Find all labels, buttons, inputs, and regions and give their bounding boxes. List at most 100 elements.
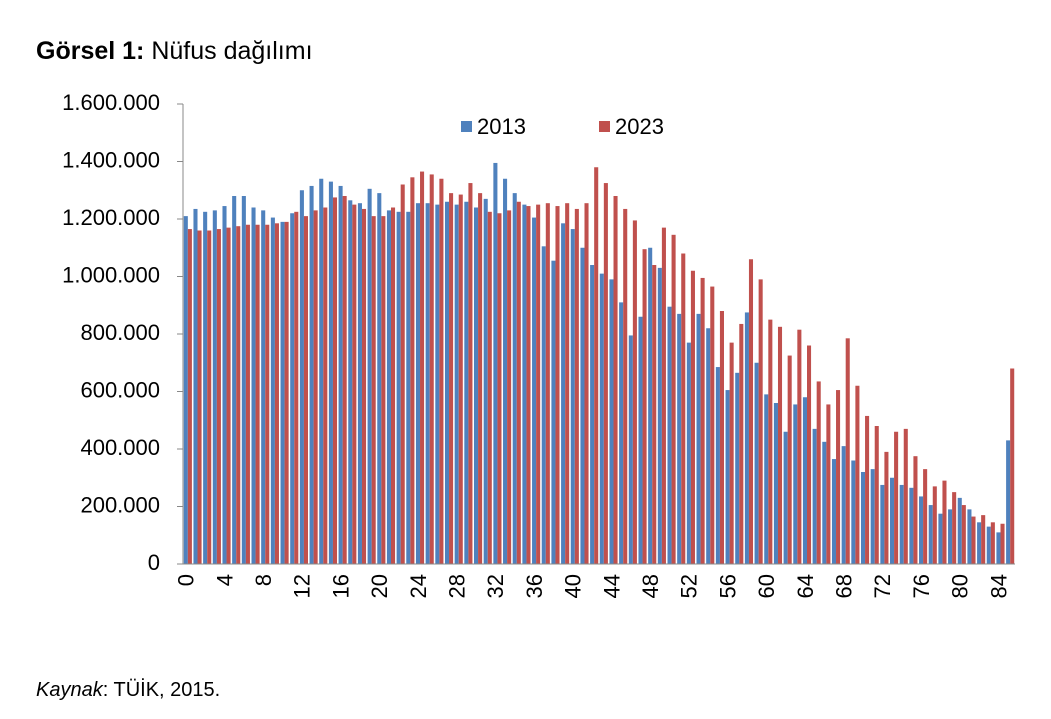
title-prefix: Görsel 1:	[36, 37, 144, 65]
bar	[942, 480, 947, 564]
bar	[594, 167, 599, 564]
bar	[532, 217, 537, 564]
bar	[884, 451, 889, 564]
bar	[483, 198, 488, 564]
x-tick-label: 48	[638, 574, 663, 598]
bar	[603, 183, 608, 564]
bar	[367, 188, 372, 564]
bar	[758, 279, 763, 564]
bar	[667, 306, 672, 564]
bar	[255, 224, 260, 564]
bar	[899, 484, 904, 564]
bar	[270, 217, 275, 564]
bar	[193, 208, 198, 564]
bar	[420, 171, 425, 564]
bar	[841, 446, 846, 564]
bar	[628, 335, 633, 564]
bar	[512, 193, 517, 564]
bar	[797, 329, 802, 564]
x-tick-label: 24	[406, 574, 431, 598]
bar	[909, 487, 914, 564]
bar	[754, 362, 759, 564]
bar	[526, 206, 531, 564]
bar	[777, 326, 783, 564]
bar	[280, 221, 285, 564]
bar	[338, 185, 343, 564]
bar	[332, 197, 338, 564]
bar	[880, 484, 885, 564]
bar	[735, 372, 740, 564]
bar	[439, 178, 444, 564]
bar	[773, 403, 778, 564]
x-tick-label: 16	[328, 574, 353, 598]
bar	[551, 260, 556, 564]
bar	[807, 345, 812, 564]
bar	[468, 183, 473, 564]
bar	[948, 509, 953, 564]
source-label: Kaynak	[36, 679, 104, 701]
legend-label: 2023	[615, 114, 664, 139]
chart-title: Görsel 1: Nüfus dağılımı	[36, 37, 313, 65]
bar	[313, 210, 318, 564]
bar	[874, 426, 879, 564]
x-tick-label: 40	[561, 574, 586, 598]
bar	[516, 201, 521, 564]
bar	[319, 178, 324, 564]
bar	[361, 208, 367, 564]
bar	[787, 355, 792, 564]
bar	[981, 515, 986, 564]
bar	[793, 404, 798, 564]
bar	[183, 216, 188, 564]
bar	[677, 313, 682, 564]
bar	[923, 469, 928, 564]
bar	[967, 509, 972, 564]
bar	[986, 526, 991, 564]
x-tick-label: 60	[754, 574, 779, 598]
bar	[836, 390, 841, 564]
bar	[932, 486, 937, 564]
bar	[1000, 523, 1005, 564]
bar	[623, 208, 628, 564]
x-tick-label: 76	[909, 574, 934, 598]
bar	[425, 203, 430, 564]
x-tick-label: 12	[290, 574, 315, 598]
x-tick-label: 20	[367, 574, 392, 598]
bar	[386, 210, 391, 564]
bar	[536, 204, 541, 564]
y-tick-label: 1.400.000	[62, 147, 160, 172]
bar	[648, 247, 653, 564]
bar	[216, 229, 221, 564]
bar	[812, 428, 817, 564]
bar	[961, 505, 966, 564]
bar	[396, 211, 401, 564]
bar	[522, 204, 527, 564]
legend-label: 2013	[477, 114, 526, 139]
y-tick-label: 1.000.000	[62, 262, 160, 287]
bar	[894, 431, 899, 564]
bar	[652, 265, 657, 564]
bar	[261, 210, 266, 564]
bar	[400, 184, 405, 564]
bar	[555, 206, 560, 564]
x-tick-label: 8	[251, 574, 276, 586]
bar	[681, 253, 686, 564]
bar	[865, 415, 870, 564]
bar	[478, 193, 483, 564]
y-tick-label: 200.000	[80, 492, 160, 517]
bar	[503, 178, 508, 564]
bar	[328, 181, 333, 564]
bar	[429, 174, 434, 564]
bar	[632, 220, 637, 564]
bar	[822, 441, 827, 564]
bar	[1010, 368, 1015, 564]
bar	[996, 532, 1001, 564]
bar	[464, 201, 469, 564]
bar	[826, 404, 831, 564]
bar	[245, 224, 250, 564]
x-tick-label: 72	[870, 574, 895, 598]
bar	[541, 246, 546, 564]
bar	[619, 302, 624, 564]
source-text: : TÜİK, 2015.	[103, 678, 220, 701]
bar	[410, 177, 415, 564]
